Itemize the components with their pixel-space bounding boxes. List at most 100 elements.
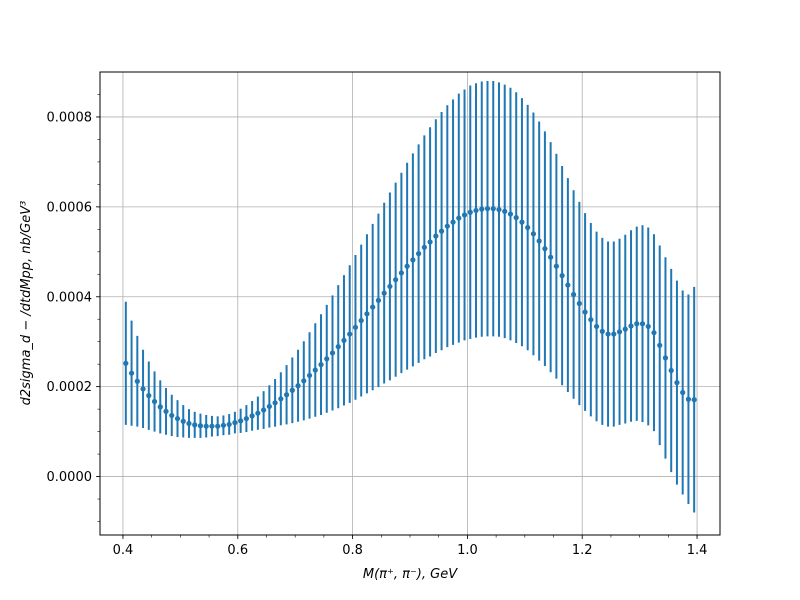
data-point: [599, 328, 605, 334]
data-point: [542, 246, 548, 252]
data-point: [421, 244, 427, 250]
data-point: [352, 324, 359, 330]
data-point: [461, 212, 468, 218]
data-point: [438, 228, 445, 234]
data-point: [186, 420, 192, 427]
data-point: [283, 392, 290, 398]
data-point: [513, 215, 519, 221]
data-point: [548, 254, 554, 260]
data-point: [255, 410, 261, 416]
x-tick-label: 1.2: [572, 543, 593, 558]
data-point: [220, 422, 227, 428]
data-point: [525, 224, 531, 231]
data-point: [433, 233, 439, 239]
data-point: [639, 321, 646, 327]
data-point: [588, 317, 594, 323]
data-layer: [123, 80, 697, 513]
data-point: [289, 387, 295, 393]
data-point: [318, 362, 324, 368]
x-tick-label: 0.8: [342, 543, 363, 558]
data-point: [226, 421, 232, 428]
data-point: [565, 282, 571, 288]
data-point: [209, 423, 215, 429]
y-tick-label: 0.0008: [47, 110, 93, 125]
data-point: [582, 309, 588, 315]
grid-layer: [100, 72, 720, 535]
data-point: [261, 407, 267, 413]
data-point: [192, 422, 198, 428]
data-point: [341, 337, 347, 343]
data-point: [427, 239, 433, 245]
data-point: [249, 413, 255, 419]
data-point: [174, 415, 181, 422]
data-point: [387, 283, 393, 290]
data-point: [123, 360, 129, 366]
x-tick-label: 1.4: [687, 543, 708, 558]
data-point: [571, 291, 577, 298]
data-point: [169, 412, 175, 419]
y-tick-label: 0.0002: [47, 380, 93, 395]
data-point: [404, 263, 410, 269]
data-point: [628, 323, 634, 329]
data-point: [203, 423, 209, 429]
data-point: [519, 219, 525, 225]
data-point: [507, 211, 514, 217]
data-point: [536, 238, 542, 244]
data-point: [306, 372, 313, 379]
data-point: [335, 344, 341, 350]
data-point: [605, 331, 611, 337]
data-point: [295, 383, 301, 389]
data-point: [398, 270, 404, 276]
data-point: [473, 207, 479, 214]
data-point: [151, 398, 158, 405]
x-tick-label: 1.0: [457, 543, 478, 558]
data-point: [634, 321, 640, 327]
data-point: [370, 304, 376, 310]
x-axis-label: M(π⁺, π⁻), GeV: [363, 567, 458, 582]
axis-layer: 0.4 0.6 0.8 1.0 1.2 1.4 0.0000 0.0002 0.0004 0.00…: [47, 94, 708, 558]
data-point: [146, 393, 152, 399]
data-point: [128, 370, 135, 376]
data-point: [180, 418, 186, 424]
data-point: [662, 355, 669, 361]
data-point: [611, 331, 617, 337]
data-point: [278, 396, 284, 402]
data-point: [197, 423, 204, 429]
data-point: [375, 297, 382, 303]
data-point: [674, 380, 680, 386]
data-point: [691, 397, 697, 403]
data-point: [358, 317, 364, 324]
data-point: [364, 311, 370, 317]
x-tick-label: 0.6: [227, 543, 248, 558]
data-point: [444, 223, 450, 229]
data-point: [381, 290, 387, 296]
data-point: [651, 330, 657, 336]
data-point: [238, 418, 244, 424]
data-point: [502, 208, 508, 214]
data-point: [530, 231, 537, 237]
data-point: [622, 326, 628, 332]
data-point: [456, 215, 462, 221]
data-point: [393, 277, 399, 283]
data-point: [490, 206, 496, 212]
data-point: [232, 420, 238, 426]
data-point: [496, 206, 502, 213]
data-point: [324, 356, 330, 362]
data-point: [680, 389, 686, 396]
data-point: [301, 378, 307, 384]
data-point: [266, 403, 272, 410]
y-axis-label: d2sigma_d − /dtdMpp, nb/GeV³: [19, 201, 34, 406]
data-point: [668, 367, 674, 374]
data-point: [243, 415, 249, 422]
data-point: [347, 331, 353, 337]
y-tick-label: 0.0000: [47, 470, 93, 485]
data-point: [616, 329, 623, 335]
data-point: [416, 251, 422, 257]
data-point: [484, 206, 491, 212]
data-point: [140, 386, 146, 392]
data-point: [450, 219, 456, 225]
data-point: [645, 323, 651, 330]
data-point: [134, 378, 140, 384]
